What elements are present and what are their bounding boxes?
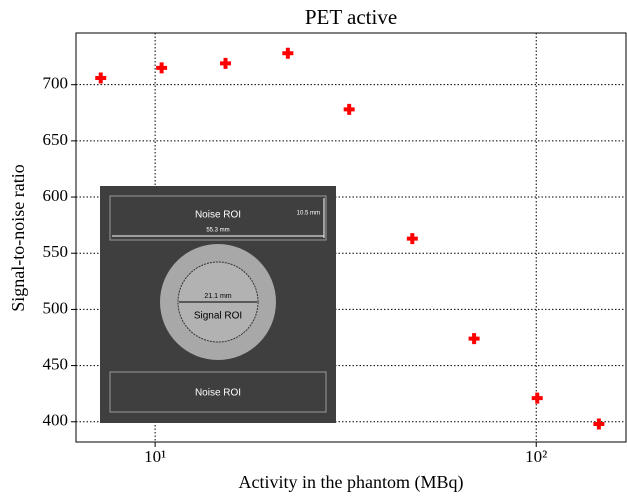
y-tick-label: 400: [43, 411, 69, 430]
y-axis-label: Signal-to-noise ratio: [8, 164, 28, 311]
y-tick-label: 500: [43, 298, 69, 317]
inset-label: 10.5 mm: [297, 211, 320, 217]
roi-box: [109, 195, 327, 241]
inset-image: Noise ROI 10.5 mm 55.3 mm 21.1 mm Signal…: [100, 186, 336, 423]
data-point: [220, 57, 232, 69]
data-point: [531, 392, 543, 404]
x-tick-label: 10²: [525, 447, 547, 466]
chart-title: PET active: [305, 5, 397, 29]
x-tick-label: 10¹: [144, 447, 166, 466]
y-tick-label: 600: [43, 186, 69, 205]
data-point: [468, 333, 480, 345]
data-point: [593, 418, 605, 430]
data-point: [282, 47, 294, 59]
y-tick-label: 550: [43, 242, 69, 261]
data-point: [156, 62, 168, 74]
data-point: [343, 103, 355, 115]
x-axis-label: Activity in the phantom (MBq): [239, 472, 464, 493]
roi-box: [109, 371, 327, 413]
y-tick-label: 700: [43, 74, 69, 93]
inset-label: Noise ROI: [195, 210, 241, 221]
inset-label: Noise ROI: [195, 388, 241, 399]
data-point: [95, 72, 107, 84]
data-point: [406, 233, 418, 245]
inset-label: 55.3 mm: [206, 228, 229, 234]
y-tick-label: 650: [43, 130, 69, 149]
y-tick-label: 450: [43, 354, 69, 373]
plot-frame: [75, 32, 627, 443]
inset-label: Signal ROI: [194, 311, 242, 322]
inset-label: 21.1 mm: [204, 293, 231, 300]
